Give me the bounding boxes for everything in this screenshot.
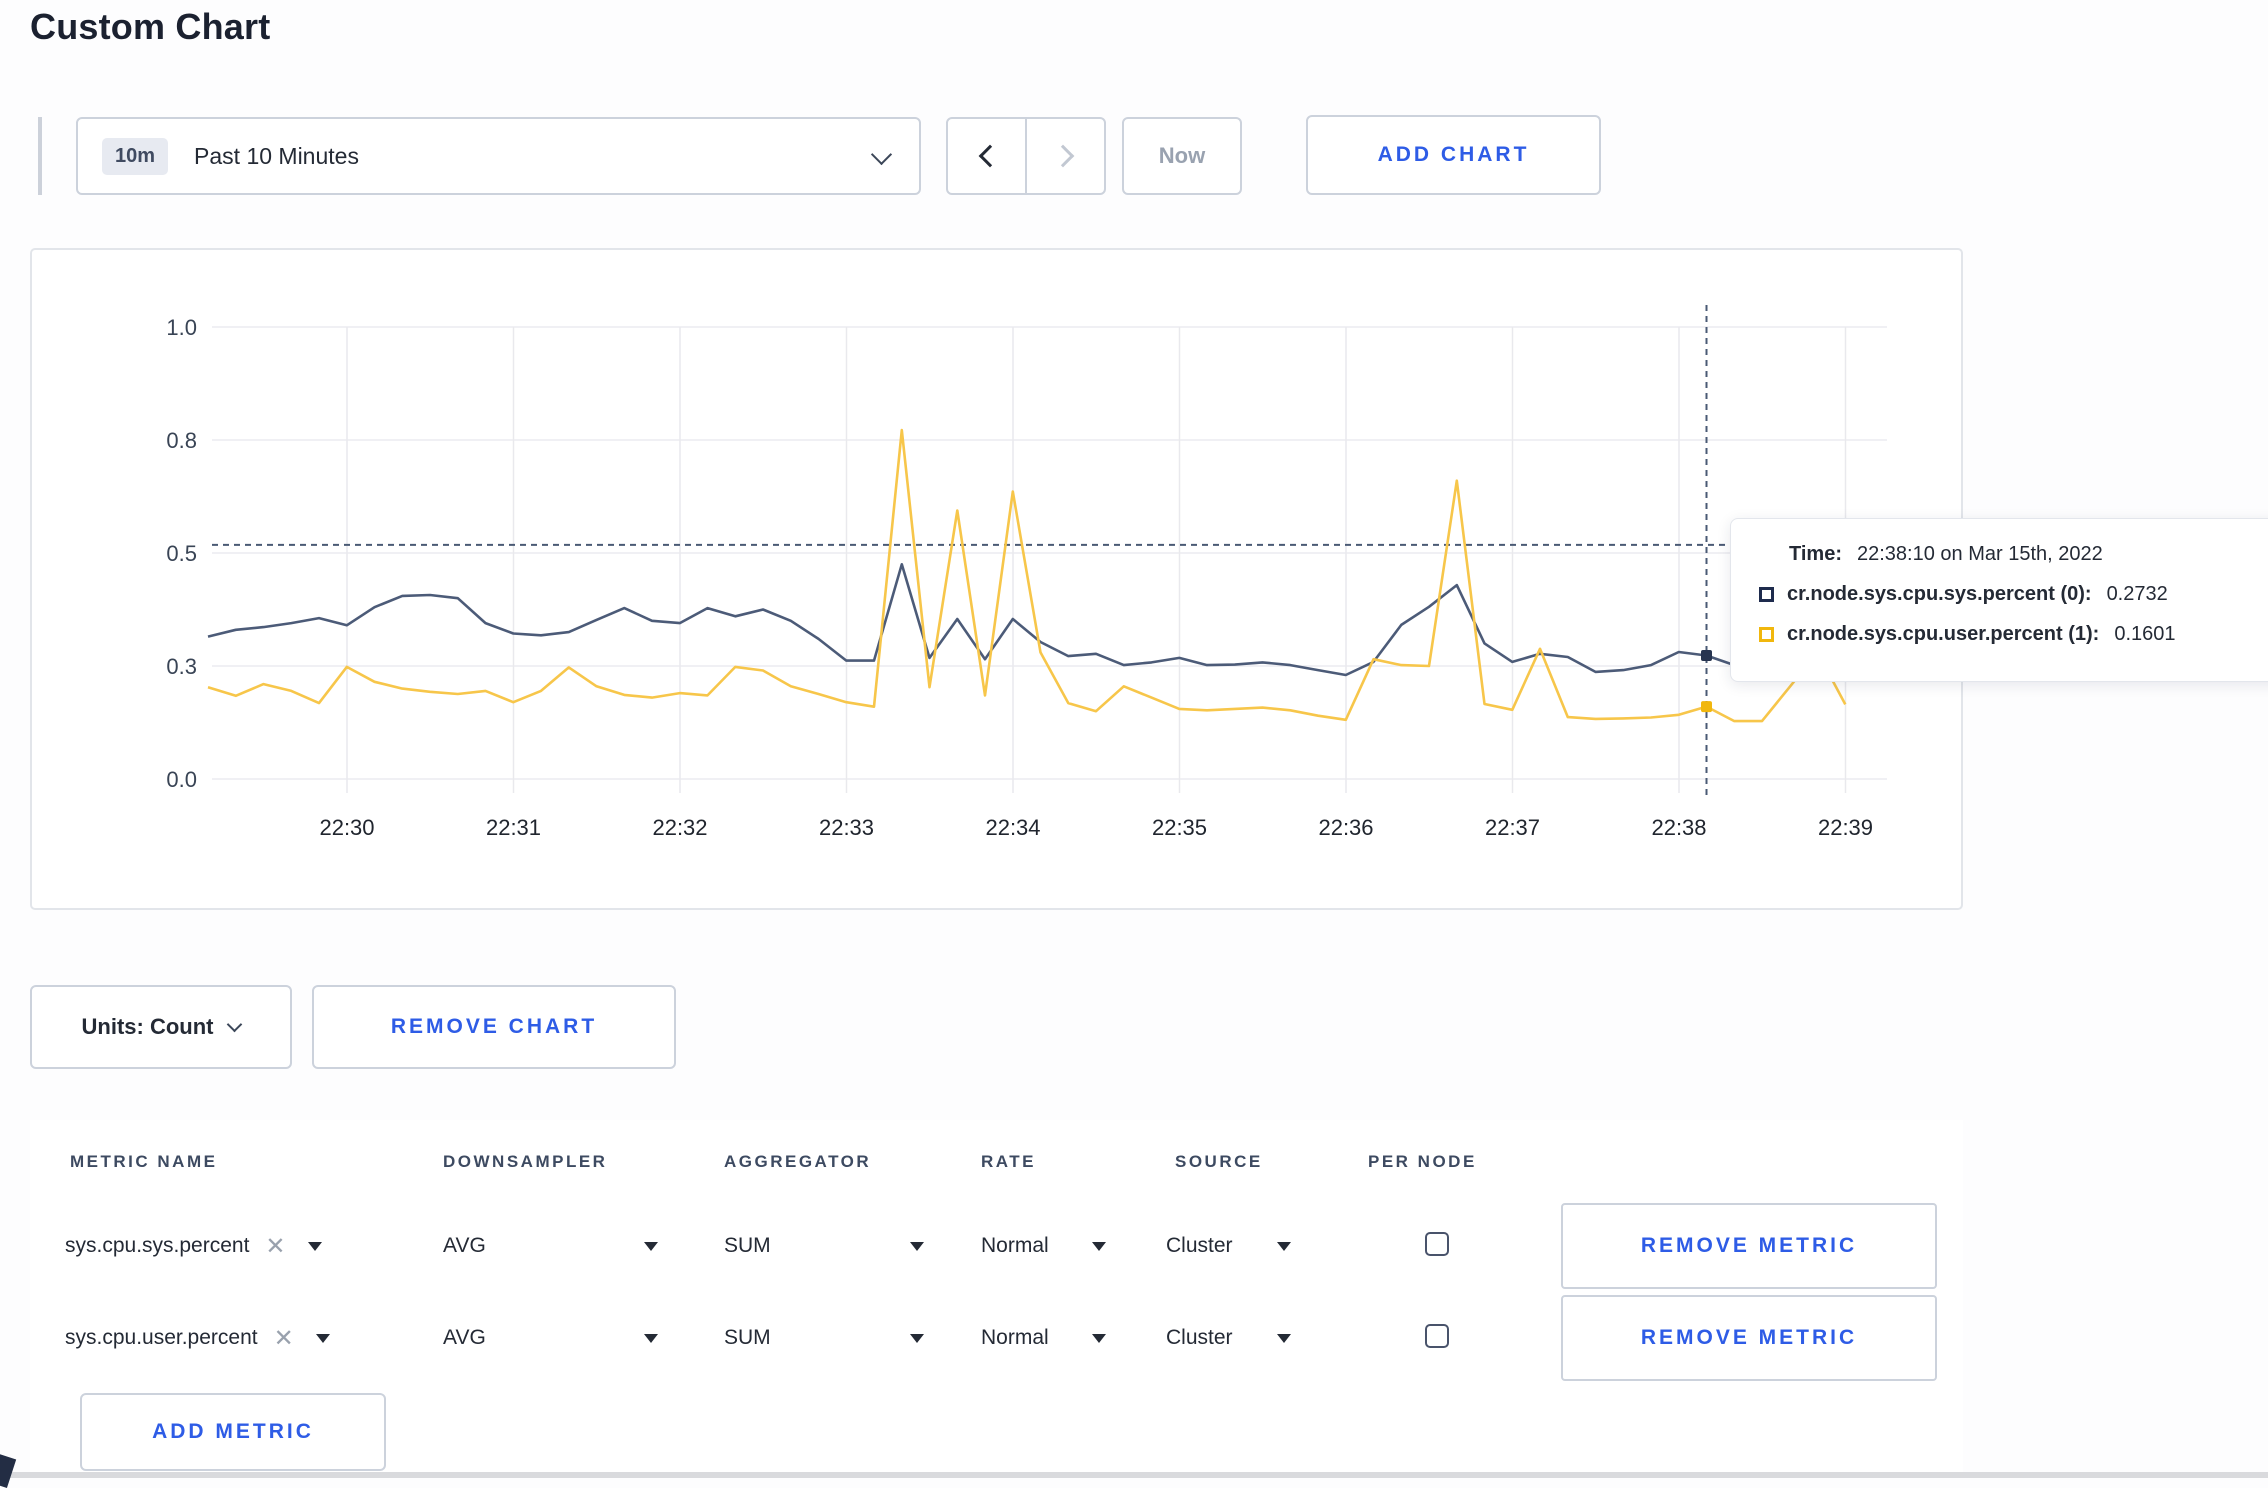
- per-node-checkbox[interactable]: [1425, 1324, 1449, 1348]
- add-metric-button[interactable]: ADD METRIC: [80, 1393, 386, 1471]
- column-header-source: SOURCE: [1175, 1152, 1263, 1171]
- units-label: Units: Count: [81, 1014, 214, 1039]
- chevron-down-icon: [1277, 1241, 1291, 1251]
- y-axis-tick-label: 1.0: [166, 315, 197, 340]
- remove-metric-button[interactable]: REMOVE METRIC: [1561, 1203, 1937, 1289]
- x-axis-tick-label: 22:34: [985, 815, 1040, 840]
- y-axis-tick-label: 0.5: [166, 541, 197, 566]
- chevron-left-icon: [978, 144, 1001, 168]
- x-axis-tick-label: 22:38: [1651, 815, 1706, 840]
- page-title: Custom Chart: [30, 6, 271, 47]
- x-axis-tick-label: 22:30: [319, 815, 374, 840]
- column-header-downsampler: DOWNSAMPLER: [443, 1152, 608, 1171]
- metric-name-value: sys.cpu.user.percent: [65, 1326, 258, 1349]
- tooltip-series-row: cr.node.sys.cpu.sys.percent (0): 0.2732: [1759, 583, 2261, 606]
- chevron-down-icon: [1092, 1333, 1106, 1343]
- column-header-per-node: PER NODE: [1368, 1152, 1477, 1171]
- chevron-right-icon: [1051, 144, 1074, 168]
- x-axis-tick-label: 22:33: [819, 815, 874, 840]
- chevron-down-icon: [1092, 1241, 1106, 1251]
- series-line-0: [207, 562, 1846, 677]
- source-select[interactable]: Cluster: [1166, 1292, 1291, 1384]
- rate-select[interactable]: Normal: [981, 1200, 1106, 1292]
- clear-metric-icon[interactable]: ✕: [273, 1324, 294, 1352]
- downsampler-select[interactable]: AVG: [443, 1200, 658, 1292]
- corner-artifact: [0, 1453, 17, 1488]
- chevron-down-icon: [910, 1333, 924, 1343]
- aggregator-select[interactable]: SUM: [724, 1292, 924, 1384]
- time-pager: [946, 117, 1106, 195]
- add-chart-button[interactable]: ADD CHART: [1306, 115, 1601, 195]
- x-axis-tick-label: 22:37: [1485, 815, 1540, 840]
- series-swatch-icon: [1759, 627, 1774, 642]
- downsampler-select[interactable]: AVG: [443, 1292, 658, 1384]
- y-axis-tick-label: 0.8: [166, 428, 197, 453]
- column-header-rate: RATE: [981, 1152, 1037, 1171]
- per-node-checkbox[interactable]: [1425, 1232, 1449, 1256]
- metric-name-select[interactable]: sys.cpu.sys.percent ✕: [65, 1200, 322, 1292]
- remove-metric-button[interactable]: REMOVE METRIC: [1561, 1295, 1937, 1381]
- x-axis-tick-label: 22:31: [486, 815, 541, 840]
- time-range-badge: 10m: [102, 137, 169, 175]
- screenshot-bottom-strip: [0, 1472, 2268, 1478]
- chevron-down-icon: [910, 1241, 924, 1251]
- timeseries-chart[interactable]: 0.0 0.3 0.5 0.8 1.0 22:30 22:31 22:32 22:33 22:34…: [32, 250, 1961, 908]
- now-button[interactable]: Now: [1122, 117, 1242, 195]
- chevron-down-icon: [227, 1016, 243, 1032]
- chevron-down-icon: [315, 1333, 330, 1343]
- x-axis-tick-label: 22:32: [652, 815, 707, 840]
- chevron-down-icon: [1277, 1333, 1291, 1343]
- metric-row: sys.cpu.sys.percent ✕ AVG SUM Normal Clu…: [30, 1200, 1963, 1292]
- chevron-down-icon: [870, 143, 893, 166]
- time-prev-button[interactable]: [946, 117, 1026, 195]
- tooltip-series-row: cr.node.sys.cpu.user.percent (1): 0.1601: [1759, 623, 2261, 646]
- tooltip-time-value: 22:38:10 on Mar 15th, 2022: [1856, 543, 2103, 565]
- series-swatch-icon: [1759, 587, 1774, 602]
- x-axis-tick-label: 22:39: [1818, 815, 1873, 840]
- series-line-1: [207, 428, 1847, 723]
- chart-card[interactable]: 0.0 0.3 0.5 0.8 1.0 22:30 22:31 22:32 22:33 22:34…: [30, 248, 1963, 910]
- source-select[interactable]: Cluster: [1166, 1200, 1291, 1292]
- y-axis-tick-label: 0.0: [166, 767, 197, 792]
- y-axis-tick-label: 0.3: [166, 654, 197, 679]
- time-next-button[interactable]: [1026, 117, 1106, 195]
- chevron-down-icon: [307, 1241, 322, 1251]
- chart-tooltip: Time: 22:38:10 on Mar 15th, 2022 cr.node…: [1730, 518, 2268, 682]
- series-hover-marker-1: [1701, 701, 1712, 713]
- chevron-down-icon: [644, 1333, 658, 1343]
- x-axis-tick-label: 22:35: [1152, 815, 1207, 840]
- column-header-metric-name: METRIC NAME: [70, 1152, 218, 1171]
- rate-select[interactable]: Normal: [981, 1292, 1106, 1384]
- metric-name-select[interactable]: sys.cpu.user.percent ✕: [65, 1292, 330, 1384]
- metrics-table: METRIC NAME DOWNSAMPLER AGGREGATOR RATE SOUR…: [30, 1120, 1963, 1478]
- column-header-aggregator: AGGREGATOR: [724, 1152, 872, 1171]
- chevron-down-icon: [644, 1241, 658, 1251]
- units-dropdown[interactable]: Units: Count: [30, 985, 292, 1069]
- metric-row: sys.cpu.user.percent ✕ AVG SUM Normal Cl…: [30, 1292, 1963, 1384]
- tooltip-time-label: Time:: [1789, 543, 1842, 565]
- time-range-dropdown[interactable]: 10m Past 10 Minutes: [76, 117, 921, 195]
- time-range-label: Past 10 Minutes: [194, 142, 359, 169]
- remove-chart-button[interactable]: REMOVE CHART: [312, 985, 676, 1069]
- series-hover-marker-0: [1701, 650, 1712, 662]
- metric-name-value: sys.cpu.sys.percent: [65, 1234, 250, 1257]
- x-axis-tick-label: 22:36: [1318, 815, 1373, 840]
- toolbar-divider: [38, 117, 42, 195]
- clear-metric-icon[interactable]: ✕: [265, 1232, 286, 1260]
- aggregator-select[interactable]: SUM: [724, 1200, 924, 1292]
